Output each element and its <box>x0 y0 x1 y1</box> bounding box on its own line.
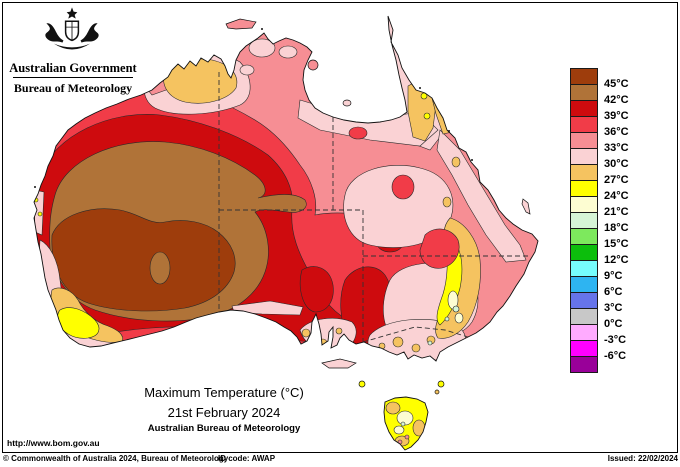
map-title: Maximum Temperature (°C) <box>144 385 304 400</box>
bom-url: http://www.bom.gov.au <box>7 438 100 448</box>
legend-label: 0°C <box>604 318 623 330</box>
legend-label: 15°C <box>604 238 629 250</box>
legend-swatch-t0 <box>570 308 598 325</box>
government-title: Australian Government <box>9 61 137 75</box>
footer-strip: © Commonwealth of Australia 2024, Bureau… <box>0 454 680 467</box>
map-title-block: Maximum Temperature (°C) 21st February 2… <box>74 383 374 436</box>
issued-text: Issued: 22/02/2024 <box>607 454 678 463</box>
legend-label: 42°C <box>604 94 629 106</box>
legend-label: 36°C <box>604 126 629 138</box>
legend-swatch-t24 <box>570 180 598 197</box>
legend-label: 30°C <box>604 158 629 170</box>
agency-title: Bureau of Meteorology <box>13 81 133 95</box>
map-agency-caption: Australian Bureau of Meteorology <box>147 423 301 434</box>
legend-swatch-t12 <box>570 244 598 261</box>
id-code-text: ID code: AWAP <box>218 454 276 463</box>
legend-swatch-t27 <box>570 164 598 181</box>
legend-label: -6°C <box>604 350 627 362</box>
legend-swatch-t30 <box>570 148 598 165</box>
legend-swatch-t6 <box>570 276 598 293</box>
legend-label: 24°C <box>604 190 629 202</box>
header-divider <box>13 77 133 78</box>
legend: 45°C 42°C 39°C 36°C 33°C 30°C 27°C 24°C 21°C 18°C… <box>570 68 670 373</box>
legend-label: 45°C <box>604 78 629 90</box>
legend-label: 18°C <box>604 222 629 234</box>
legend-label: 12°C <box>604 254 629 266</box>
legend-swatch-t36 <box>570 116 598 133</box>
legend-swatch-t45plus <box>570 68 598 85</box>
copyright-text: © Commonwealth of Australia 2024, Bureau… <box>3 454 229 463</box>
legend-swatch-t33 <box>570 132 598 149</box>
legend-label: 21°C <box>604 206 629 218</box>
legend-swatch-t42 <box>570 84 598 101</box>
legend-label: 9°C <box>604 270 623 282</box>
legend-label: 3°C <box>604 302 623 314</box>
map-date: 21st February 2024 <box>167 405 281 420</box>
legend-label: 27°C <box>604 174 629 186</box>
legend-swatch-t39 <box>570 100 598 117</box>
legend-swatches <box>570 68 670 373</box>
legend-label: 6°C <box>604 286 623 298</box>
legend-swatch-t18 <box>570 212 598 229</box>
legend-swatch-t3 <box>570 292 598 309</box>
legend-swatch-tm6minus <box>570 356 598 373</box>
legend-label: 39°C <box>604 110 629 122</box>
legend-label: -3°C <box>604 334 627 346</box>
legend-swatch-t21 <box>570 196 598 213</box>
legend-label: 33°C <box>604 142 629 154</box>
legend-swatch-tm6 <box>570 340 598 357</box>
legend-swatch-t15 <box>570 228 598 245</box>
legend-swatch-t9 <box>570 260 598 277</box>
legend-swatch-tm3 <box>570 324 598 341</box>
